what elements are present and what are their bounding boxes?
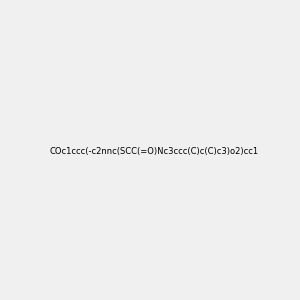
Text: COc1ccc(-c2nnc(SCC(=O)Nc3ccc(C)c(C)c3)o2)cc1: COc1ccc(-c2nnc(SCC(=O)Nc3ccc(C)c(C)c3)o2… [49,147,258,156]
